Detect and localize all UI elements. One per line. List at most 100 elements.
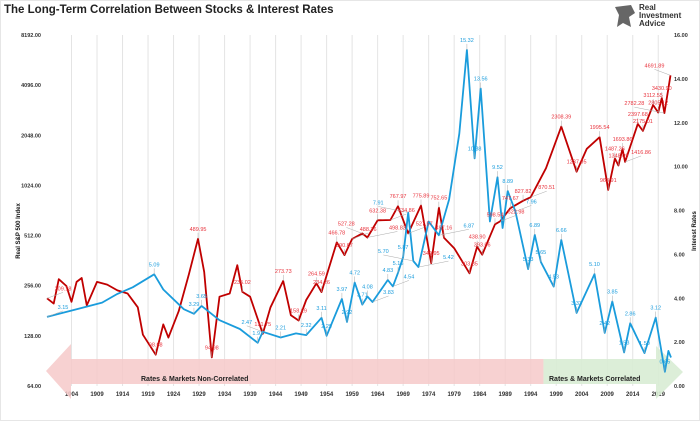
stocks-label-leader bbox=[634, 106, 665, 114]
rates-label-leader bbox=[246, 325, 263, 333]
stocks-data-label: 488.26 bbox=[360, 227, 377, 233]
stocks-data-label: 489.95 bbox=[190, 227, 207, 233]
right-tick-label: 0.00 bbox=[674, 384, 685, 390]
right-tick-label: 6.00 bbox=[674, 252, 685, 258]
chart-title: The Long-Term Correlation Between Stocks… bbox=[4, 4, 334, 16]
rates-data-label: 2.29 bbox=[321, 324, 332, 330]
x-tick-label: 1984 bbox=[473, 392, 487, 398]
right-tick-label: 8.00 bbox=[674, 209, 685, 215]
rates-data-label: 4.08 bbox=[362, 284, 373, 290]
non-correlated-label: Rates & Markets Non-Correlated bbox=[141, 376, 248, 383]
rates-data-label: 2.42 bbox=[599, 321, 610, 327]
x-tick-label: 1904 bbox=[65, 392, 79, 398]
stocks-data-label: 3430.90 bbox=[652, 86, 672, 92]
rates-data-label: 4.83 bbox=[382, 268, 393, 274]
rates-label-leader bbox=[515, 205, 532, 212]
stocks-data-label: 98.68 bbox=[149, 343, 163, 349]
series-lines bbox=[46, 49, 672, 373]
x-tick-label: 1914 bbox=[116, 392, 130, 398]
stocks-data-label: 1487.26 bbox=[605, 146, 625, 152]
stocks-data-label: 1237.95 bbox=[567, 160, 587, 166]
rates-line bbox=[46, 49, 672, 373]
rates-data-label: 1.53 bbox=[619, 340, 630, 346]
correlated-label: Rates & Markets Correlated bbox=[549, 376, 640, 383]
rates-data-label: 6.87 bbox=[463, 223, 474, 229]
stocks-data-label: 2308.39 bbox=[551, 115, 571, 121]
non-correlated-arrow bbox=[46, 344, 544, 399]
stocks-data-label: 158.29 bbox=[290, 308, 307, 314]
stocks-data-label: 527.28 bbox=[338, 221, 355, 227]
stocks-label-leader bbox=[499, 215, 517, 222]
rates-label-leader bbox=[372, 295, 389, 303]
rates-data-label: 2.32 bbox=[301, 323, 312, 329]
correlated-arrow bbox=[543, 346, 683, 399]
stocks-data-label: 527.57 bbox=[416, 221, 433, 227]
stocks-label-leader bbox=[352, 232, 369, 240]
stocks-data-label: 1693.86 bbox=[613, 137, 633, 143]
x-tick-label: 1934 bbox=[218, 392, 232, 398]
rates-label-leader bbox=[46, 310, 64, 318]
stocks-data-label: 466.78 bbox=[328, 230, 345, 236]
rates-data-label: 5.70 bbox=[378, 249, 389, 255]
rates-data-label: 0.65 bbox=[660, 360, 671, 366]
rates-data-label: 7.91 bbox=[373, 200, 384, 206]
rates-data-label: 13.56 bbox=[474, 77, 488, 83]
rates-data-label: 7.96 bbox=[526, 199, 537, 205]
x-tick-label: 1989 bbox=[499, 392, 513, 398]
stocks-label-leader bbox=[390, 213, 407, 221]
stocks-data-label: 273.73 bbox=[275, 269, 292, 275]
stocks-label-leader bbox=[46, 292, 64, 299]
rates-data-label: 8.89 bbox=[502, 179, 513, 185]
stocks-data-label: 1416.86 bbox=[631, 150, 651, 156]
label-leaders bbox=[46, 43, 671, 372]
x-tick-label: 1939 bbox=[243, 392, 257, 398]
stocks-data-label: 622.98 bbox=[508, 209, 525, 215]
left-axis-label: Real S&P 500 Index bbox=[16, 203, 22, 259]
stocks-data-label: 2805.12 bbox=[648, 101, 668, 107]
rates-label-leader bbox=[383, 254, 414, 262]
x-tick-label: 1919 bbox=[141, 392, 155, 398]
rates-data-label: 3.85 bbox=[607, 290, 618, 296]
stocks-data-label: 2175.01 bbox=[633, 119, 653, 125]
right-tick-label: 2.00 bbox=[674, 340, 685, 346]
right-tick-label: 14.00 bbox=[674, 77, 688, 83]
stocks-data-label: 390.67 bbox=[336, 243, 353, 249]
x-tick-label: 1949 bbox=[294, 392, 308, 398]
x-tick-label: 2014 bbox=[626, 392, 640, 398]
rates-data-label: 3.83 bbox=[383, 290, 394, 296]
stocks-data-label: 747.67 bbox=[502, 196, 519, 202]
x-tick-label: 1979 bbox=[447, 392, 461, 398]
right-tick-label: 4.00 bbox=[674, 296, 685, 302]
rates-data-label: 3.33 bbox=[571, 301, 582, 307]
right-tick-label: 12.00 bbox=[674, 121, 688, 127]
x-tick-label: 1974 bbox=[422, 392, 436, 398]
left-tick-label: 64.00 bbox=[27, 384, 41, 390]
rates-data-label: 6.89 bbox=[529, 223, 540, 229]
rates-data-label: 4.54 bbox=[404, 274, 415, 280]
left-tick-label: 8192.00 bbox=[21, 33, 41, 39]
stocks-data-label: 209.18 bbox=[55, 286, 72, 292]
rates-data-label: 5.87 bbox=[398, 245, 409, 251]
rates-data-label: 5.65 bbox=[536, 250, 547, 256]
rates-data-label: 15.32 bbox=[460, 38, 474, 44]
rates-data-label: 3.71 bbox=[357, 293, 368, 299]
stocks-data-label: 497.16 bbox=[436, 226, 453, 232]
stocks-data-label: 393.06 bbox=[474, 243, 491, 249]
rates-data-label: 5.42 bbox=[443, 255, 454, 261]
logo: Real Investment Advice bbox=[639, 3, 682, 28]
stocks-data-label: 2782.28 bbox=[624, 101, 644, 107]
rates-data-label: 4.72 bbox=[349, 270, 360, 276]
rates-data-label: 5.16 bbox=[393, 261, 404, 267]
stocks-data-label: 632.38 bbox=[369, 208, 386, 214]
x-tick-label: 1929 bbox=[192, 392, 206, 398]
x-tick-label: 1924 bbox=[167, 392, 181, 398]
x-tick-label: 2009 bbox=[601, 392, 615, 398]
right-tick-label: 10.00 bbox=[674, 165, 688, 171]
rates-data-label: 10.38 bbox=[468, 146, 482, 152]
x-tick-label: 1969 bbox=[396, 392, 410, 398]
rates-data-label: 2.21 bbox=[275, 326, 286, 332]
stocks-data-label: 498.83 bbox=[389, 225, 406, 231]
rates-data-label: 3.65 bbox=[196, 294, 207, 300]
x-tick-label: 1954 bbox=[320, 392, 334, 398]
